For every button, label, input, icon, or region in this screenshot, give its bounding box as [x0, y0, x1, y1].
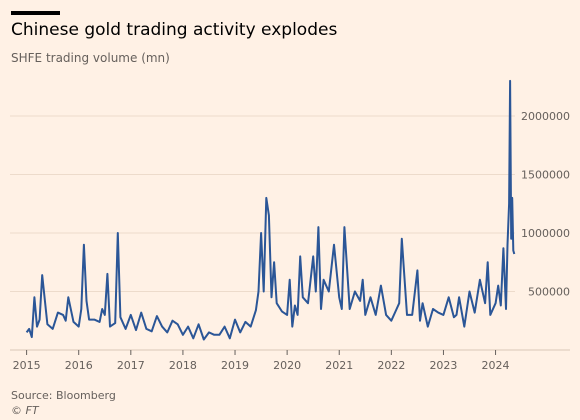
source-note: Source: Bloomberg	[11, 389, 116, 402]
ft-credit: © FT	[11, 404, 39, 417]
y-tick-label: 2000000	[521, 110, 570, 123]
x-axis-ticks: 2015 2016 2017 2018 2019 2020 2021 2022 2023 2024	[13, 350, 510, 372]
x-tick-label: 2017	[117, 359, 145, 372]
brand-bar	[11, 11, 60, 15]
x-tick-label: 2022	[377, 359, 405, 372]
x-tick-label: 2015	[13, 359, 41, 372]
x-tick-label: 2023	[429, 359, 457, 372]
plot-area	[25, 79, 516, 341]
x-tick-label: 2021	[325, 359, 353, 372]
y-tick-label: 1500000	[521, 168, 570, 181]
x-tick-label: 2019	[221, 359, 249, 372]
series-line	[25, 79, 516, 341]
chart-title: Chinese gold trading activity explodes	[11, 20, 338, 40]
y-axis-ticks: 500000 1000000 1500000 2000000	[521, 110, 570, 299]
chart-subtitle: SHFE trading volume (mn)	[11, 51, 170, 65]
gridlines	[10, 115, 570, 351]
x-tick-label: 2016	[65, 359, 93, 372]
x-tick-label: 2018	[169, 359, 197, 372]
x-tick-label: 2024	[482, 359, 510, 372]
y-tick-label: 1000000	[521, 227, 570, 240]
x-tick-label: 2020	[273, 359, 301, 372]
y-tick-label: 500000	[528, 285, 570, 298]
